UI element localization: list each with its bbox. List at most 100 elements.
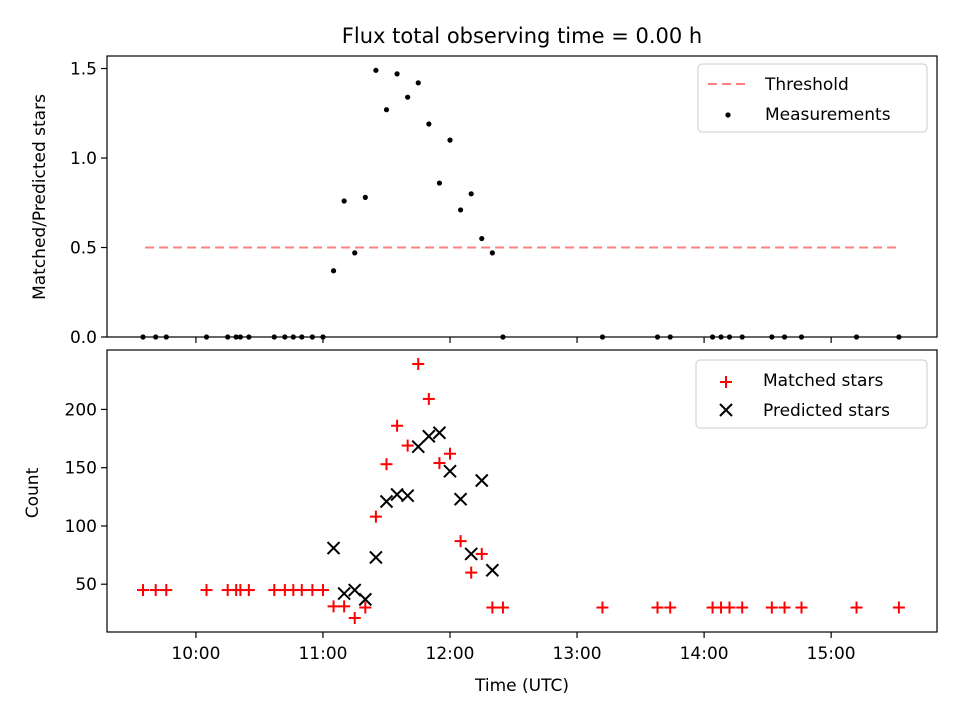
measurement-point [415,80,421,86]
top-axes-frame [106,55,938,338]
matched-star-point [316,584,329,597]
bottom-y-tick-label: 200 [65,400,97,420]
measurement-point [436,180,443,186]
predicted-star-point [369,550,383,565]
predicted-star-point [443,464,457,478]
measurement-point [457,207,464,213]
measurement-point [352,250,358,256]
measurement-point [468,191,474,197]
matched-star-point [359,601,372,614]
matched-star-point [795,601,808,614]
measurement-point [330,268,337,274]
predicted-star-point [485,563,500,577]
top-legend-box [697,63,928,133]
predicted-star-point [453,492,468,506]
legend-threshold-label: Threshold [764,75,849,95]
matched-star-point [850,601,863,614]
measurement-point [489,250,495,256]
bottom-legend: Matched stars Predicted stars [695,359,928,429]
matched-star-point [651,601,664,614]
bottom-panel: 50 100 150 200 10:00 11:00 12:00 13:00 14:00 15:… [23,349,938,696]
measurement-point [362,194,368,200]
matched-star-point [778,601,791,614]
figure-title: Flux total observing time = 0.00 h [342,24,702,48]
matched-star-point [136,584,149,597]
top-panel: 0.0 0.5 1.0 1.5 Matched/Predicted stars Thr… [30,55,938,348]
predicted-star-point [464,547,478,561]
matched-star-point [369,510,382,523]
matched-star-point [160,584,173,597]
matched-star-point [723,601,736,614]
measurement-point [405,94,411,100]
predicted-star-point [432,426,447,440]
top-plot-area [140,67,902,340]
bottom-y-ticks: 50 100 150 200 [65,400,107,595]
predicted-star-point [337,586,351,601]
x-tick-label: 15:00 [807,644,856,664]
x-tick-label: 10:00 [171,644,220,664]
matched-star-point [391,419,404,432]
legend-predicted-swatch [719,403,733,417]
bottom-y-tick-label: 50 [75,575,97,595]
bottom-y-tick-label: 100 [65,517,97,537]
matched-star-point [149,584,162,597]
top-y-ticks: 0.0 0.5 1.0 1.5 [70,60,107,348]
top-y-tick-label: 0.0 [70,328,97,348]
matched-star-point [486,601,499,614]
x-tick-label: 12:00 [426,644,475,664]
bottom-y-axis-label: Count [23,467,43,518]
legend-predicted-label: Predicted stars [763,401,890,421]
bottom-plot-area [136,357,905,625]
x-axis-label: Time (UTC) [474,676,569,696]
matched-star-point [268,584,281,597]
bottom-x-ticks: 10:00 11:00 12:00 13:00 14:00 15:00 [171,632,856,664]
matched-star-point [306,584,319,597]
top-y-tick-label: 1.5 [70,60,97,80]
legend-measurements-label: Measurements [765,105,891,125]
predicted-star-point [379,494,394,509]
matched-star-point [401,439,414,452]
matched-star-point [242,584,255,597]
matched-star-point [736,601,749,614]
matched-star-point [444,447,457,460]
matched-star-point [295,584,308,597]
predicted-star-point [475,473,489,488]
predicted-star-point [358,592,373,607]
matched-star-point [475,547,488,560]
measurement-point [394,71,400,77]
bottom-y-tick-label: 150 [65,459,97,479]
predicted-star-point [422,429,436,443]
matched-star-point [892,601,905,614]
matched-star-point [338,600,351,613]
measurement-point [447,137,453,143]
matched-star-point [465,566,478,579]
top-legend: Threshold Measurements [697,63,928,133]
predicted-star-point [390,487,404,502]
x-tick-label: 11:00 [298,644,347,664]
measurement-point [426,121,432,127]
measurement-point [373,67,379,73]
matched-star-point [200,584,213,597]
matched-star-point [412,357,425,370]
predicted-star-point [326,541,341,555]
measurement-point [383,107,390,113]
x-tick-label: 13:00 [553,644,602,664]
matched-star-point [454,535,467,548]
x-tick-label: 14:00 [680,644,729,664]
matched-star-point [348,612,361,625]
matched-star-point [765,601,778,614]
matched-star-point [596,601,609,614]
bottom-legend-box [695,359,928,429]
matched-star-point [664,601,677,614]
matched-star-point [433,457,446,470]
top-y-tick-label: 0.5 [70,239,97,259]
top-x-ticks [195,337,832,343]
measurement-point [479,235,485,242]
measurement-point [341,198,347,204]
legend-matched-swatch [720,376,732,388]
bottom-axes-frame [106,349,938,633]
matched-star-point [422,392,435,405]
legend-measurements-swatch [725,112,731,118]
top-y-axis-label: Matched/Predicted stars [30,94,50,300]
